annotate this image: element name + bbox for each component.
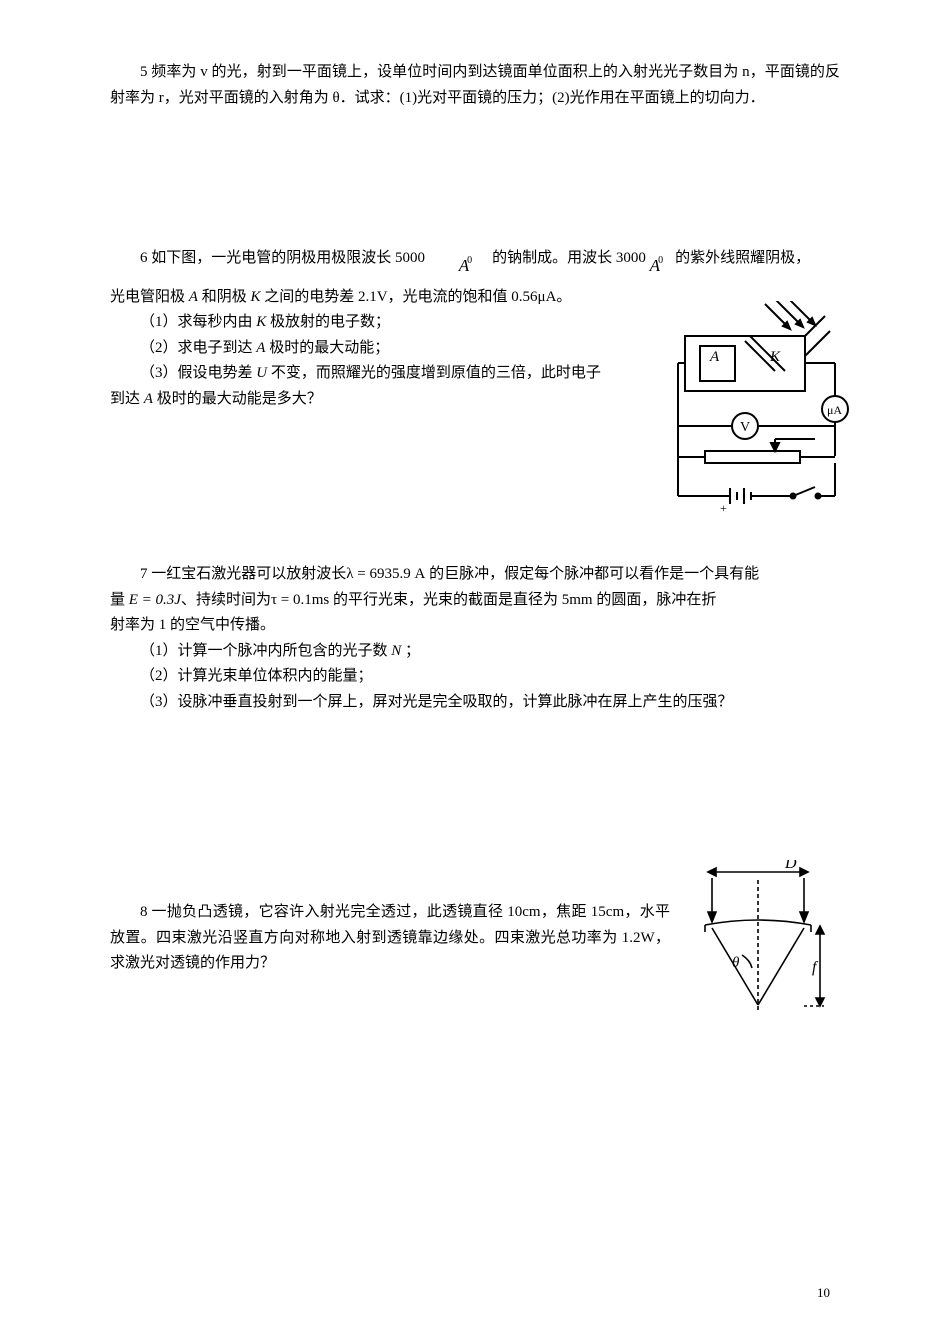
- angstrom-unit: A0: [650, 252, 665, 281]
- p7-q3: （3）设脉冲垂直投射到一个屏上，屏对光是完全吸取的，计算此脉冲在屏上产生的压强？: [110, 690, 840, 716]
- p7-line1: 7 一红宝石激光器可以放射波长λ = 6935.9 A 的巨脉冲，假定每个脉冲都…: [110, 562, 840, 588]
- p6-q3-line2: 到达 A 极时的最大动能是多大？: [110, 387, 640, 413]
- fig6-uA-label: μA: [827, 403, 842, 417]
- p6-q3: （3）假设电势差 U 不变，而照耀光的强度增到原值的三倍，此时电子: [110, 361, 640, 387]
- p6-line1b: 的钠制成。用波长 3000: [492, 250, 646, 266]
- p7-q2: （2）计算光束单位体积内的能量；: [110, 664, 840, 690]
- fig8-f-label: f: [812, 959, 819, 976]
- page-number: 10: [817, 1282, 830, 1304]
- p6-q1: （1）求每秒内由 K 极放射的电子数；: [110, 310, 640, 336]
- problem-5: 5 频率为 v 的光，射到一平面镜上，设单位时间内到达镜面单位面积上的入射光光子…: [110, 60, 840, 111]
- p8-figure: D θ f: [700, 860, 830, 1020]
- problem-6: 6 如下图，一光电管的阴极用极限波长 5000 A0 的钠制成。用波长 3000…: [110, 246, 840, 412]
- problem-7: 7 一红宝石激光器可以放射波长λ = 6935.9 A 的巨脉冲，假定每个脉冲都…: [110, 562, 840, 715]
- p8-text: 8 一抛负凸透镜，它容许入射光完全透过，此透镜直径 10cm，焦距 15cm，水…: [110, 900, 670, 977]
- svg-text:+: +: [720, 501, 727, 515]
- p7-line2: 量 E = 0.3J、持续时间为τ = 0.1ms 的平行光束，光束的截面是直径…: [110, 588, 840, 614]
- p6-line1c: 的紫外线照耀阴极，: [675, 250, 810, 266]
- fig8-D-label: D: [784, 860, 797, 872]
- p7-line3: 射率为 1 的空气中传播。: [110, 613, 840, 639]
- p6-figure: A K μA V +: [675, 301, 850, 516]
- fig8-theta-label: θ: [732, 955, 740, 971]
- p7-q1: （1）计算一个脉冲内所包含的光子数 N ；: [110, 639, 840, 665]
- fig6-A-label: A: [709, 349, 720, 365]
- fig6-K-label: K: [769, 349, 781, 365]
- p6-line1a: 6 如下图，一光电管的阴极用极限波长 5000: [140, 250, 425, 266]
- problem-5-text: 5 频率为 v 的光，射到一平面镜上，设单位时间内到达镜面单位面积上的入射光光子…: [110, 60, 840, 111]
- problem-8: 8 一抛负凸透镜，它容许入射光完全透过，此透镜直径 10cm，焦距 15cm，水…: [110, 900, 840, 977]
- angstrom-unit: A0: [429, 252, 474, 281]
- p6-q2: （2）求电子到达 A 极时的最大动能；: [110, 336, 640, 362]
- fig6-V-label: V: [740, 420, 750, 435]
